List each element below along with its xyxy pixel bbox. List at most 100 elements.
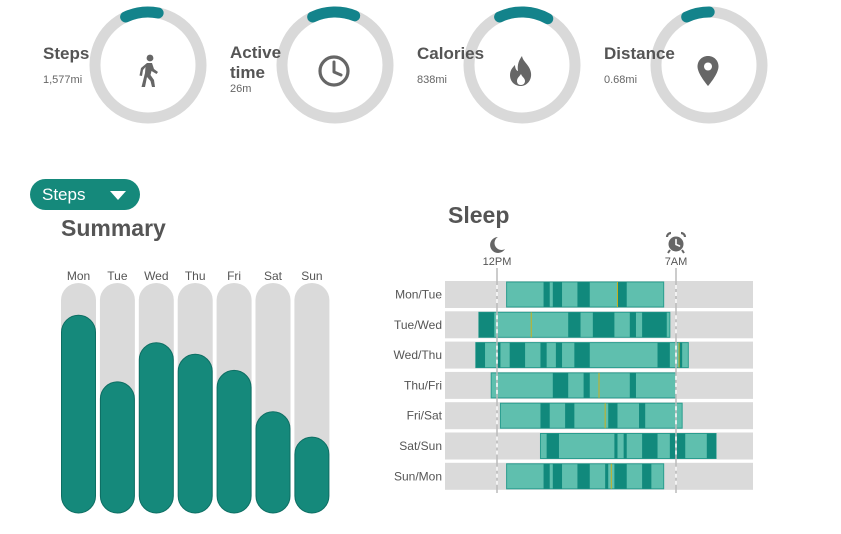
distance-label: Distance: [604, 44, 675, 63]
sleep-row-label: Tue/Wed: [394, 318, 442, 332]
active-time-value: 26m: [230, 83, 252, 95]
sleep-deep-segment: [617, 282, 627, 307]
clock-icon: [318, 55, 350, 87]
active-time-label: Active time: [230, 43, 281, 83]
ring-progress-arc: [650, 6, 768, 124]
sleep-deep-segment: [552, 372, 569, 398]
sleep-session-bar: [506, 281, 665, 308]
sleep-deep-segment: [592, 312, 615, 338]
stat-steps[interactable]: Steps 1,577mi: [43, 0, 233, 140]
sleep-row-label: Sun/Mon: [394, 469, 442, 483]
ring-progress-arc: [89, 6, 207, 124]
summary-day-label: Sun: [301, 269, 322, 283]
summary-bar-track: [177, 283, 213, 513]
sleep-session-bar: [478, 311, 671, 338]
sleep-deep-segment: [497, 342, 501, 368]
flame-icon: [510, 56, 532, 86]
active-time-label-line1: Active: [230, 43, 282, 62]
summary-bar-track: [294, 283, 330, 513]
sleep-deep-segment: [642, 463, 652, 489]
sleep-deep-segment: [568, 312, 581, 338]
sleep-session-bar: [499, 402, 683, 429]
calories-label: Calories: [417, 44, 485, 63]
sleep-row-track: [445, 462, 753, 490]
sleep-deep-segment: [642, 433, 658, 459]
moon-icon: [490, 237, 505, 253]
sleep-session-bar: [539, 433, 717, 459]
summary-day-label: Mon: [67, 269, 90, 283]
sleep-deep-segment: [629, 312, 636, 338]
ring-progress-arc: [276, 6, 394, 124]
sleep-deep-segment: [543, 463, 550, 489]
summary-bar: [61, 314, 96, 514]
active-time-progress-ring: [276, 6, 394, 124]
summary-day-label: Fri: [227, 269, 241, 283]
summary-bar: [138, 342, 174, 514]
sleep-row-track: [445, 432, 753, 460]
distance-value: 0.68mi: [604, 74, 638, 86]
sleep-deep-segment: [639, 403, 646, 429]
sleep-row-track: [445, 281, 753, 308]
sleep-deep-segment: [614, 463, 627, 489]
sleep-deep-segment: [669, 433, 686, 459]
stat-distance[interactable]: Distance 0.68mi: [604, 0, 794, 140]
sleep-deep-segment: [605, 463, 609, 489]
sleep-deep-segment: [552, 282, 563, 307]
summary-bar: [294, 436, 330, 514]
sleep-deep-segment: [679, 342, 683, 368]
sleep-deep-segment: [577, 282, 590, 307]
steps-value: 1,577mi: [43, 74, 83, 86]
sleep-deep-segment: [577, 463, 590, 489]
summary-bar-track: [138, 283, 174, 513]
sleep-deep-segment: [540, 403, 550, 429]
active-time-label-line2: time: [230, 63, 265, 82]
distance-progress-ring: [650, 6, 768, 124]
ring-progress-arc: [463, 6, 581, 124]
sleep-title: Sleep: [448, 202, 510, 228]
sleep-row-track: [445, 341, 753, 369]
sleep-deep-segment: [657, 342, 670, 368]
summary-bar-track: [99, 283, 135, 513]
metric-select-label: Steps: [42, 185, 86, 204]
sleep-deep-segment: [614, 433, 618, 459]
metric-select-dropdown[interactable]: Steps: [30, 179, 140, 210]
steps-progress-ring: [89, 6, 207, 124]
calories-value: 838mi: [417, 74, 447, 86]
sleep-row-label: Thu/Fri: [404, 378, 442, 392]
sleep-deep-segment: [543, 282, 550, 307]
steps-label: Steps: [43, 44, 90, 63]
calories-progress-ring: [463, 6, 581, 124]
sleep-start-time-label: 12PM: [483, 256, 512, 268]
sleep-deep-segment: [583, 372, 590, 398]
sleep-deep-segment: [475, 342, 486, 368]
walking-person-icon: [139, 54, 158, 87]
alarm-clock-icon: [665, 231, 687, 254]
sleep-deep-segment: [642, 312, 667, 338]
stat-active-time[interactable]: Active time 26m: [230, 0, 420, 140]
sleep-deep-segment: [552, 463, 563, 489]
sleep-session-bar: [506, 463, 665, 490]
location-pin-icon: [697, 56, 719, 86]
sleep-end-time-label: 7AM: [665, 256, 688, 268]
summary-bar-track: [61, 283, 96, 513]
sleep-deep-segment: [509, 342, 526, 368]
summary-bar-track: [216, 283, 252, 513]
sleep-deep-segment: [623, 433, 627, 459]
sleep-session-bar: [475, 342, 689, 369]
summary-bar: [177, 353, 213, 514]
sleep-row-track: [445, 371, 753, 399]
sleep-session-bar: [490, 372, 677, 399]
chevron-down-icon: [110, 191, 126, 200]
sleep-deep-segment: [608, 403, 618, 429]
sleep-deep-segment: [629, 372, 636, 398]
summary-bar-track: [255, 283, 291, 513]
summary-bar: [255, 411, 291, 514]
sleep-row-label: Sat/Sun: [399, 439, 442, 453]
stat-calories[interactable]: Calories 838mi: [417, 0, 607, 140]
summary-day-label: Sat: [264, 269, 283, 283]
sleep-row-track: [445, 311, 753, 339]
sleep-row-label: Mon/Tue: [395, 288, 442, 302]
summary-bar: [216, 369, 252, 514]
sleep-deep-segment: [574, 342, 590, 368]
summary-bar: [99, 381, 135, 514]
